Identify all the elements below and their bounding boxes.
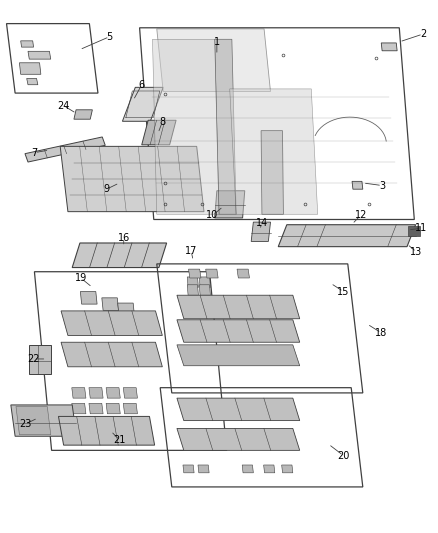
Text: 14: 14 bbox=[256, 217, 268, 228]
Polygon shape bbox=[261, 131, 283, 214]
Text: 1: 1 bbox=[214, 37, 220, 47]
Text: 6: 6 bbox=[139, 80, 145, 90]
Polygon shape bbox=[106, 387, 120, 398]
Text: 9: 9 bbox=[103, 184, 110, 194]
Text: 8: 8 bbox=[159, 117, 166, 127]
Polygon shape bbox=[206, 269, 218, 278]
Polygon shape bbox=[177, 295, 300, 319]
Polygon shape bbox=[177, 345, 300, 366]
Polygon shape bbox=[19, 63, 41, 74]
Polygon shape bbox=[142, 120, 176, 145]
Polygon shape bbox=[61, 342, 162, 367]
Polygon shape bbox=[61, 311, 162, 335]
Polygon shape bbox=[152, 39, 219, 214]
Text: 11: 11 bbox=[415, 223, 427, 233]
Polygon shape bbox=[28, 51, 51, 59]
Polygon shape bbox=[215, 191, 245, 218]
Polygon shape bbox=[102, 298, 119, 310]
Text: 13: 13 bbox=[410, 247, 423, 257]
Polygon shape bbox=[198, 465, 209, 473]
Polygon shape bbox=[72, 243, 166, 268]
Polygon shape bbox=[60, 147, 204, 212]
Text: 24: 24 bbox=[57, 101, 70, 111]
Polygon shape bbox=[72, 387, 86, 398]
Polygon shape bbox=[264, 465, 275, 473]
Polygon shape bbox=[89, 387, 103, 398]
Polygon shape bbox=[352, 181, 363, 189]
Polygon shape bbox=[381, 43, 397, 51]
Polygon shape bbox=[242, 465, 253, 473]
Polygon shape bbox=[237, 269, 250, 278]
Text: 18: 18 bbox=[375, 328, 387, 338]
Text: 17: 17 bbox=[185, 246, 197, 256]
Polygon shape bbox=[58, 416, 155, 445]
Polygon shape bbox=[199, 277, 210, 287]
Text: 15: 15 bbox=[337, 287, 350, 296]
Text: 2: 2 bbox=[420, 29, 426, 39]
Text: 19: 19 bbox=[74, 273, 87, 283]
Polygon shape bbox=[72, 403, 86, 414]
Polygon shape bbox=[27, 78, 38, 85]
Polygon shape bbox=[188, 269, 201, 278]
Polygon shape bbox=[282, 465, 293, 473]
Polygon shape bbox=[123, 403, 138, 414]
Polygon shape bbox=[157, 29, 271, 92]
Text: 10: 10 bbox=[206, 211, 219, 220]
Text: 3: 3 bbox=[379, 181, 385, 190]
Polygon shape bbox=[89, 403, 103, 414]
Polygon shape bbox=[199, 285, 210, 295]
Polygon shape bbox=[408, 226, 420, 236]
Polygon shape bbox=[183, 465, 194, 473]
Polygon shape bbox=[123, 387, 138, 398]
Polygon shape bbox=[187, 277, 198, 287]
Text: 7: 7 bbox=[31, 148, 38, 158]
Text: 22: 22 bbox=[27, 354, 40, 364]
Polygon shape bbox=[21, 41, 34, 47]
Polygon shape bbox=[16, 407, 51, 435]
Text: 5: 5 bbox=[106, 31, 113, 42]
Polygon shape bbox=[187, 285, 198, 295]
Polygon shape bbox=[177, 398, 300, 421]
Polygon shape bbox=[177, 320, 300, 342]
Polygon shape bbox=[177, 429, 300, 450]
Polygon shape bbox=[74, 110, 92, 119]
Text: 12: 12 bbox=[354, 211, 367, 220]
Polygon shape bbox=[80, 292, 97, 304]
Text: 16: 16 bbox=[117, 233, 130, 243]
Polygon shape bbox=[11, 405, 77, 436]
Text: 20: 20 bbox=[337, 450, 350, 461]
Polygon shape bbox=[278, 225, 416, 247]
Text: 21: 21 bbox=[113, 435, 126, 445]
Polygon shape bbox=[123, 87, 163, 122]
Polygon shape bbox=[25, 137, 105, 162]
Polygon shape bbox=[215, 39, 236, 214]
Polygon shape bbox=[29, 345, 51, 374]
Polygon shape bbox=[230, 89, 318, 214]
Polygon shape bbox=[251, 222, 271, 241]
Text: 23: 23 bbox=[19, 419, 31, 429]
Polygon shape bbox=[118, 303, 134, 316]
Polygon shape bbox=[106, 403, 120, 414]
